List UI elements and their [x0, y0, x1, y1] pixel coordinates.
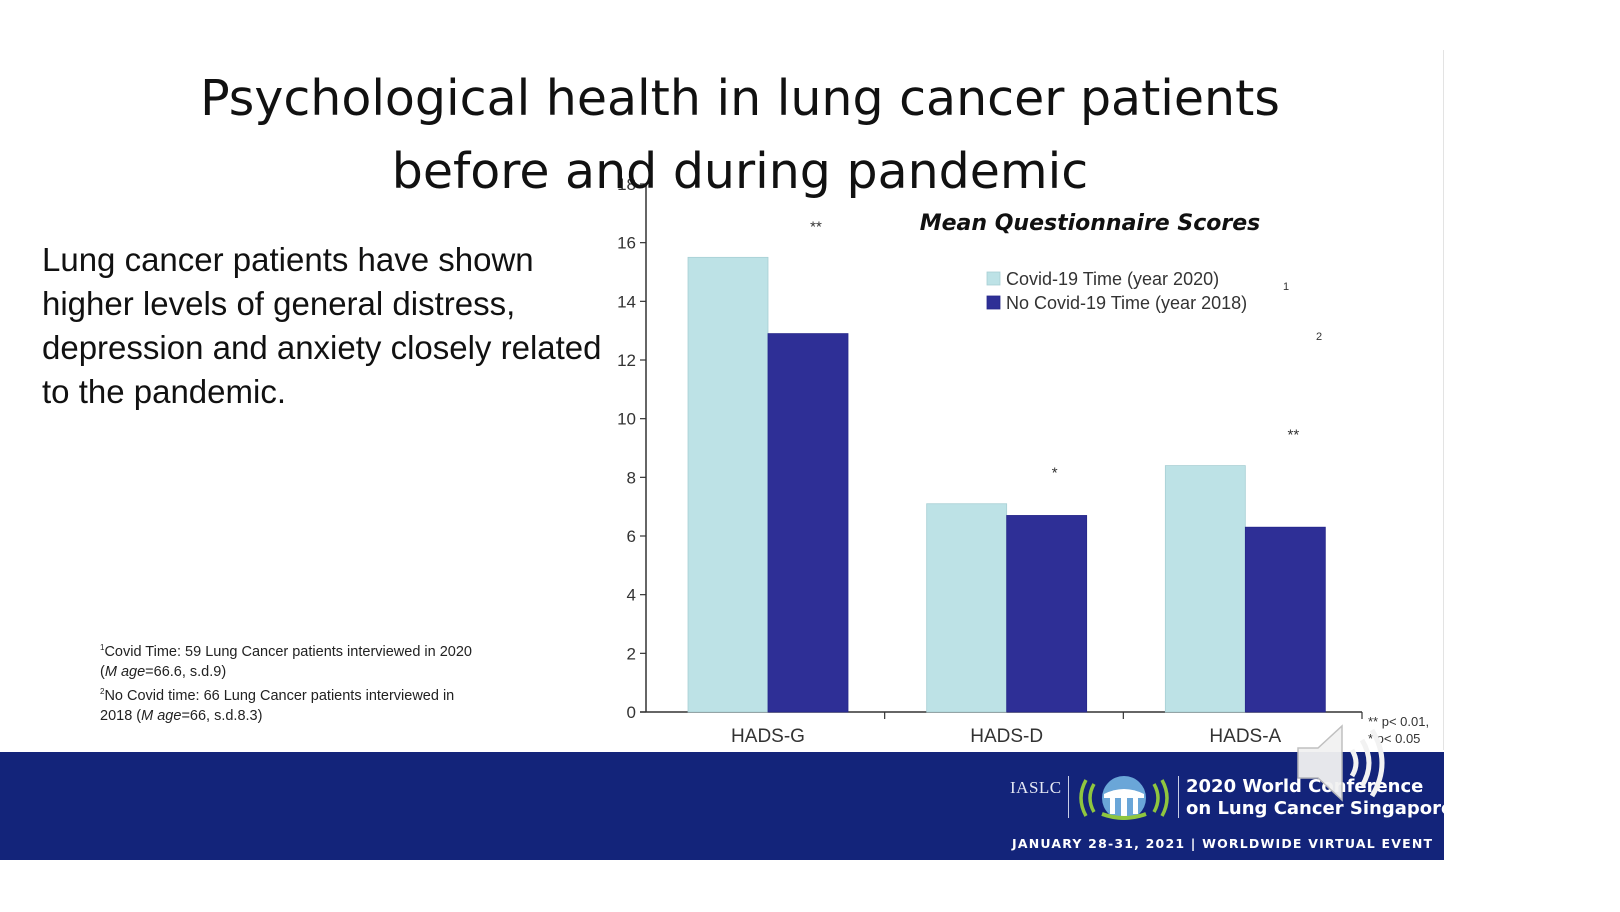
speaker-icon[interactable] — [1290, 718, 1400, 808]
bar — [767, 333, 849, 713]
y-tick-label: 6 — [627, 527, 636, 546]
conference-dates: JANUARY 28-31, 2021 | WORLDWIDE VIRTUAL … — [1012, 836, 1434, 851]
y-tick-label: 18 — [617, 175, 636, 194]
conference-logo-icon — [1079, 776, 1169, 820]
logo-divider-2 — [1178, 776, 1179, 818]
footnote-1-cont: (M age=66.6, s.d.9) — [100, 664, 227, 680]
x-tick-label: HADS-G — [731, 726, 805, 747]
significance-mark: * — [1052, 465, 1058, 482]
x-tick-label: HADS-D — [970, 726, 1043, 747]
logo-divider — [1068, 776, 1069, 818]
y-tick-label: 10 — [617, 410, 636, 429]
legend-label: No Covid-19 Time (year 2018) — [1006, 293, 1247, 313]
legend-swatch — [986, 271, 1001, 286]
y-tick-label: 12 — [617, 351, 636, 370]
legend-swatch — [986, 295, 1001, 310]
footer-banner — [0, 752, 1444, 860]
chart-title: Mean Questionnaire Scores — [920, 211, 1261, 236]
y-tick-label: 4 — [627, 586, 636, 605]
significance-note-2: * p< 0.05 — [1368, 731, 1420, 746]
significance-note-1: ** p< 0.01, — [1368, 714, 1429, 729]
x-tick-label: HADS-A — [1209, 726, 1281, 747]
slide-title: Psychological health in lung cancer pati… — [80, 62, 1400, 208]
footnote-2-cont: 2018 (M age=66, s.d.8.3) — [100, 708, 263, 724]
bar — [1164, 465, 1246, 713]
footnotes: 1Covid Time: 59 Lung Cancer patients int… — [100, 638, 540, 726]
y-tick-label: 2 — [627, 644, 636, 663]
legend-mark-1: 1 — [1283, 281, 1289, 293]
conference-name-line-2: on Lung Cancer Singapore — [1186, 798, 1454, 819]
footnote-2: 2No Covid time: 66 Lung Cancer patients … — [100, 687, 455, 704]
title-line-1: Psychological health in lung cancer pati… — [200, 70, 1280, 127]
slide-edge — [1443, 50, 1444, 750]
y-tick-label: 0 — [627, 703, 636, 722]
significance-mark: ** — [1287, 427, 1299, 444]
legend-mark-2: 2 — [1316, 331, 1322, 343]
y-tick-label: 16 — [617, 234, 636, 253]
significance-mark: ** — [810, 218, 822, 235]
y-tick-label: 14 — [617, 292, 636, 311]
bar-chart: 024681012141618HADS-G**HADS-D*HADS-A**Me… — [617, 175, 1429, 747]
footnote-1: 1Covid Time: 59 Lung Cancer patients int… — [100, 643, 473, 660]
body-text: Lung cancer patients have shown higher l… — [42, 241, 602, 410]
iaslc-logo-text: IASLC — [1010, 778, 1062, 797]
title-line-2: before and during pandemic — [391, 143, 1089, 200]
bar — [687, 256, 769, 713]
y-tick-label: 8 — [627, 468, 636, 487]
legend-label: Covid-19 Time (year 2020) — [1006, 269, 1219, 289]
bar — [1006, 515, 1088, 713]
bar — [1244, 526, 1326, 713]
bar — [926, 503, 1008, 713]
